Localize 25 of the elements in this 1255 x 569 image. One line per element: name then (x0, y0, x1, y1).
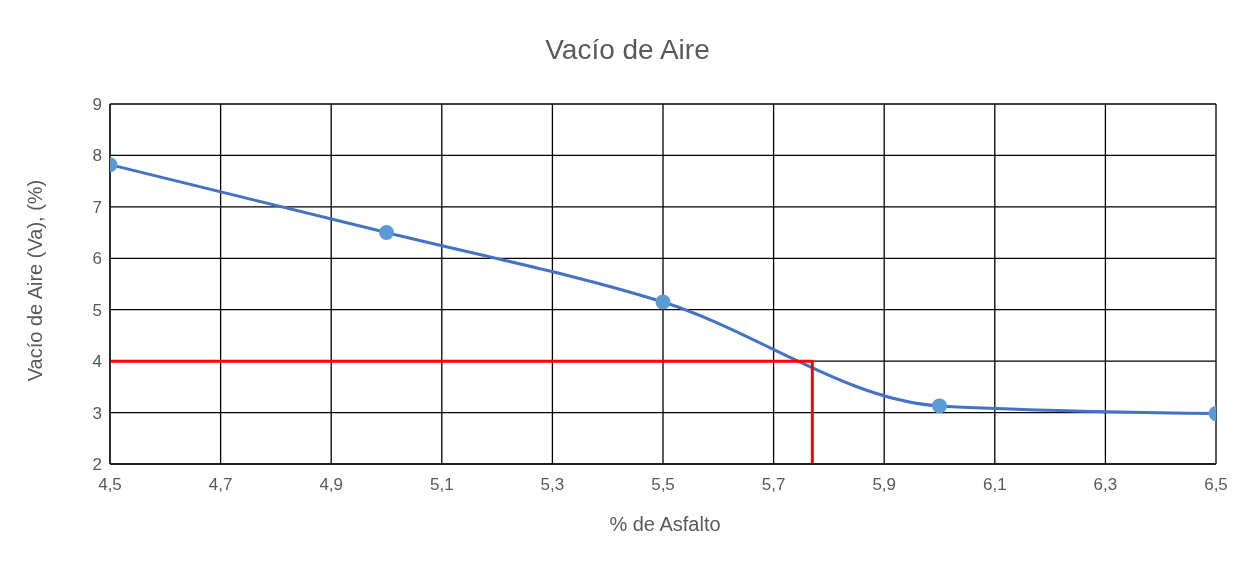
x-tick-label: 5,9 (872, 475, 897, 495)
y-tick-label: 3 (92, 403, 102, 423)
y-tick-label: 4 (92, 352, 102, 372)
y-tick-label: 7 (92, 197, 102, 217)
x-tick-label: 6,5 (1204, 475, 1228, 495)
y-tick-label: 5 (92, 300, 102, 320)
x-tick-label: 4,9 (319, 475, 344, 495)
y-tick-label: 2 (92, 455, 102, 475)
x-tick-label: 5,5 (651, 475, 675, 495)
y-tick-label: 9 (92, 95, 102, 115)
x-tick-label: 4,5 (98, 475, 122, 495)
x-tick-label: 6,3 (1093, 475, 1118, 495)
x-axis-title: % de Asfalto (608, 513, 722, 536)
x-tick-label: 5,3 (540, 475, 565, 495)
point (655, 294, 671, 310)
y-tick-label: 8 (92, 146, 102, 166)
x-tick-label: 5,1 (429, 475, 454, 495)
y-axis-title: Vacío de Aire (Va), (%) (24, 179, 48, 381)
x-tick-label: 6,1 (982, 475, 1007, 495)
y-tick-label: 6 (92, 249, 102, 269)
point (932, 398, 947, 414)
chart-title: Vacío de Aire (544, 34, 711, 66)
point (379, 225, 394, 241)
x-tick-label: 5,7 (761, 475, 786, 495)
x-tick-label: 4,7 (208, 475, 233, 495)
